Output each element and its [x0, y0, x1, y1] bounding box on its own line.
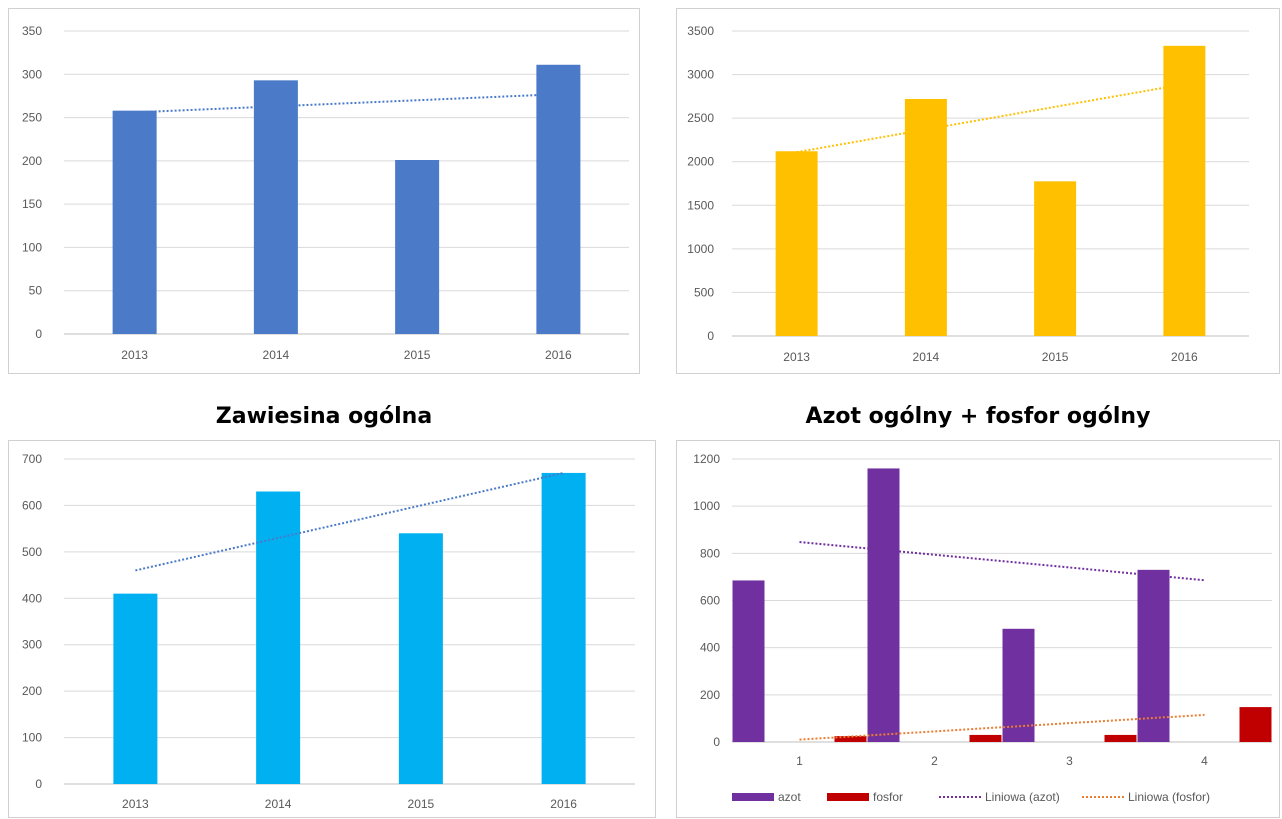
- bar-azot: [1137, 569, 1170, 742]
- legend-swatch: [827, 793, 869, 801]
- bar-fosfor: [834, 736, 867, 742]
- y-tick-label: 2500: [687, 111, 714, 125]
- chart-svg: 0 200 400 600 800 1000 1200 1 2 3 4 azot fosfor Linio…: [693, 452, 1272, 804]
- legend-label: fosfor: [873, 790, 903, 804]
- x-tick-label: 2013: [121, 348, 148, 362]
- chart-panel-1: 0 50 100 150 200 250 300 350 2013 2014 2015 2016: [8, 8, 640, 374]
- bar-fosfor: [1104, 734, 1137, 742]
- legend-label: Liniowa (fosfor): [1128, 790, 1210, 804]
- bar: [253, 80, 298, 335]
- bar-fosfor: [1239, 707, 1272, 742]
- y-tick-label: 300: [22, 67, 42, 81]
- trendline: [135, 471, 564, 572]
- bar-fosfor: [969, 734, 1002, 742]
- legend-swatch: [732, 793, 774, 801]
- y-tick-label: 100: [22, 240, 42, 254]
- bar: [112, 110, 157, 334]
- x-tick-label: 2: [931, 754, 938, 768]
- x-tick-label: 2014: [913, 350, 940, 364]
- y-tick-label: 500: [22, 545, 42, 559]
- bar: [395, 159, 440, 334]
- chart-title-3: Zawiesina ogólna: [215, 404, 433, 429]
- chart-svg: 0 100 200 300 400 500 600 700 2013 2014 2015 2016: [22, 452, 635, 811]
- y-tick-label: 600: [22, 498, 42, 512]
- x-tick-label: 2016: [545, 348, 572, 362]
- bar: [775, 151, 818, 336]
- y-tick-label: 3000: [687, 68, 714, 82]
- legend-label: Liniowa (azot): [985, 790, 1060, 804]
- x-tick-label: 2014: [265, 797, 292, 811]
- chart-svg: 0 50 100 150 200 250 300 350 2013 2014 2015 2016: [22, 24, 629, 362]
- bar: [113, 593, 158, 784]
- x-tick-label: 2015: [1042, 350, 1069, 364]
- x-tick-label: 2014: [263, 348, 290, 362]
- x-tick-label: 2016: [550, 797, 577, 811]
- bar: [904, 98, 947, 336]
- bar: [541, 472, 586, 784]
- y-tick-label: 200: [700, 688, 720, 702]
- chart-panel-3: 0 100 200 300 400 500 600 700 2013 2014 2015 2016: [8, 440, 656, 818]
- x-tick-label: 2016: [1171, 350, 1198, 364]
- y-tick-label: 350: [22, 24, 42, 38]
- y-tick-label: 300: [22, 638, 42, 652]
- y-tick-label: 250: [22, 111, 42, 125]
- y-tick-label: 0: [713, 735, 720, 749]
- y-tick-label: 1000: [687, 242, 714, 256]
- bar-azot: [867, 468, 900, 742]
- x-tick-label: 2015: [404, 348, 431, 362]
- chart-panel-2: 0 500 1000 1500 2000 2500 3000 3500 2013 2014 2015…: [676, 8, 1280, 374]
- y-tick-label: 150: [22, 197, 42, 211]
- x-tick-label: 3: [1066, 754, 1073, 768]
- chart-panel-4: 0 200 400 600 800 1000 1200 1 2 3 4 azot fosfor Linio…: [676, 440, 1280, 818]
- y-tick-label: 0: [707, 329, 714, 343]
- trendline: [134, 93, 559, 114]
- y-tick-label: 400: [700, 641, 720, 655]
- y-tick-label: 500: [694, 285, 714, 299]
- y-tick-label: 800: [700, 546, 720, 560]
- trendline: [796, 83, 1185, 154]
- x-tick-label: 1: [796, 754, 803, 768]
- bar: [398, 533, 443, 784]
- x-tick-label: 4: [1201, 754, 1208, 768]
- y-tick-label: 2000: [687, 155, 714, 169]
- y-tick-label: 0: [35, 777, 42, 791]
- y-tick-label: 50: [29, 284, 43, 298]
- y-tick-label: 0: [35, 327, 42, 341]
- bar: [1034, 181, 1077, 336]
- x-tick-label: 2013: [783, 350, 810, 364]
- y-tick-label: 600: [700, 594, 720, 608]
- y-tick-label: 1500: [687, 198, 714, 212]
- y-tick-label: 200: [22, 154, 42, 168]
- chart-svg: 0 500 1000 1500 2000 2500 3000 3500 2013 2014 2015…: [687, 24, 1249, 364]
- bar: [256, 491, 301, 784]
- legend-label: azot: [778, 790, 801, 804]
- x-tick-label: 2015: [408, 797, 435, 811]
- bar-azot: [732, 580, 765, 742]
- x-tick-label: 2013: [122, 797, 149, 811]
- bar: [1163, 45, 1206, 337]
- y-tick-label: 1200: [693, 452, 720, 466]
- y-tick-label: 700: [22, 452, 42, 466]
- bar-azot: [1002, 628, 1035, 742]
- bar: [536, 64, 581, 335]
- trendline: [799, 541, 1205, 582]
- y-tick-label: 3500: [687, 24, 714, 38]
- y-tick-label: 400: [22, 591, 42, 605]
- y-tick-label: 200: [22, 684, 42, 698]
- y-tick-label: 100: [22, 731, 42, 745]
- y-tick-label: 1000: [693, 499, 720, 513]
- chart-title-4: Azot ogólny + fosfor ogólny: [805, 404, 1151, 429]
